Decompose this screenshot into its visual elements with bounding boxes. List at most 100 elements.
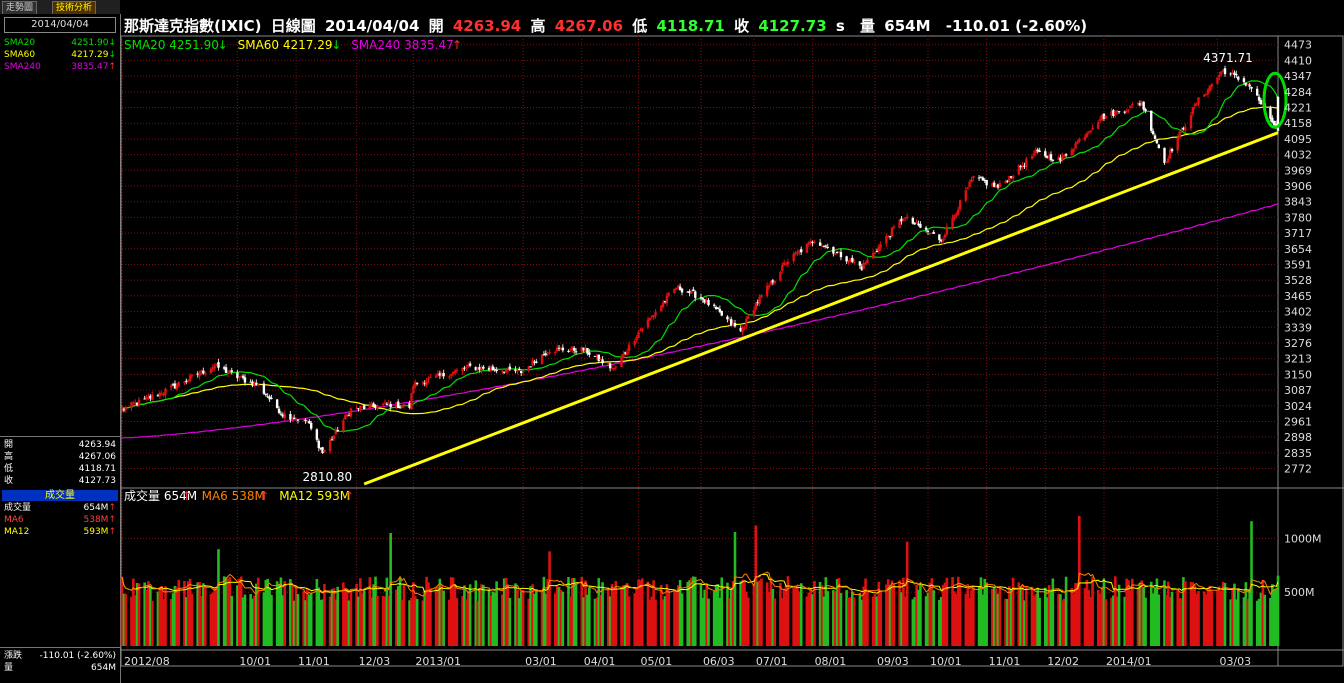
candle-body [614, 366, 618, 368]
sidebar-vol-row: 量 654M [4, 663, 116, 674]
candle-body [930, 232, 933, 234]
tab-realtime-chart[interactable]: 走勢圖 [2, 1, 38, 15]
price-tick-label: 3591 [1284, 258, 1312, 271]
volume-bar [527, 598, 531, 646]
volume-bar [998, 587, 1002, 646]
candle-body [972, 176, 975, 179]
volume-bar [1043, 587, 1047, 646]
volume-bar [410, 597, 413, 646]
volume-bar [149, 586, 152, 646]
volume-ma6-line [121, 571, 1279, 597]
volume-bar [1138, 582, 1142, 646]
candle-body [911, 217, 915, 224]
volume-bar [489, 595, 493, 646]
volume-bar [1153, 587, 1157, 646]
candle-body [900, 218, 903, 222]
price-tick-label: 4473 [1284, 39, 1312, 52]
candle-body [1180, 128, 1183, 131]
volume-bar [1136, 587, 1140, 646]
volume-bar [1235, 599, 1238, 646]
candle-body [998, 183, 1002, 187]
chart-frame [120, 35, 1344, 667]
candle-body [1032, 153, 1036, 156]
candle-body [1150, 110, 1153, 131]
volume-bar [754, 525, 758, 646]
candle-body [871, 252, 875, 259]
volume-bar [905, 541, 909, 646]
candle-body [1019, 165, 1022, 168]
candle-body [1023, 165, 1026, 167]
sidebar-date[interactable]: 2014/04/04 [4, 17, 116, 33]
candle-body [283, 413, 286, 419]
candle-body [190, 374, 194, 376]
volume-bar [743, 580, 746, 646]
divider [0, 647, 120, 648]
volume-bar [546, 579, 549, 646]
candle-body [294, 418, 298, 420]
candle-body [1218, 74, 1221, 77]
volume-bar [190, 593, 194, 646]
volume-bar [183, 580, 186, 646]
sidebar-open-label: 開 [4, 440, 14, 450]
date-tick-label: 08/01 [815, 655, 847, 668]
sidebar-ma12-value: 593M↑ [83, 527, 117, 537]
candle-body [796, 251, 799, 254]
date-tick-label: 12/03 [359, 655, 391, 668]
candle-body [779, 271, 782, 281]
candle-body [279, 413, 283, 415]
candle-body [849, 258, 852, 263]
price-tick-label: 3213 [1284, 353, 1312, 366]
volume-bar [718, 597, 722, 646]
date-tick-label: 2012/08 [124, 655, 170, 668]
candle-body [694, 291, 697, 298]
candle-body [1255, 88, 1259, 96]
volume-bar [707, 598, 710, 646]
candle-body [1144, 109, 1147, 111]
volume-bar [455, 598, 459, 646]
candle-body [597, 354, 600, 362]
candle-body [580, 346, 583, 353]
volume-bar [429, 588, 432, 646]
high-value: 4267.06 [554, 17, 624, 35]
arrow-up-icon: ↑ [108, 62, 116, 72]
volume-bar [1076, 583, 1079, 646]
candle-body [374, 405, 377, 409]
index-name: 那斯達克指數(IXIC) [124, 17, 262, 35]
volume-label: 量 [860, 17, 876, 35]
volume-bar [451, 577, 455, 646]
candle-body [389, 404, 392, 408]
volume-bar [122, 593, 126, 646]
candle-body [904, 217, 907, 219]
candle-body [820, 245, 824, 247]
volume-bar [1117, 584, 1121, 646]
volume-bar [654, 599, 657, 646]
volume-bar [939, 596, 943, 646]
candle-body [137, 399, 141, 406]
volume-bar [572, 578, 576, 646]
candle-body [453, 370, 457, 374]
volume-bar [586, 594, 589, 646]
candle-body [769, 280, 773, 285]
candle-body [1038, 150, 1041, 152]
volume-bar [1045, 597, 1049, 646]
candle-body [1098, 119, 1102, 121]
volume-bar [376, 595, 379, 646]
volume-bar [809, 589, 812, 646]
volume-bar [385, 577, 389, 646]
volume-bar [292, 600, 296, 646]
volume-bar [1110, 597, 1113, 646]
candle-body [660, 305, 663, 312]
volume-bar [468, 584, 472, 646]
candle-body [588, 352, 591, 355]
candle-body [834, 253, 837, 255]
candle-body [506, 367, 510, 371]
volume-bar [442, 590, 445, 646]
volume-bar [196, 582, 199, 646]
candle-body [1074, 143, 1077, 149]
candle-body [1045, 156, 1049, 158]
candle-body [514, 369, 517, 372]
tab-technical-analysis[interactable]: 技術分析 [52, 1, 97, 15]
arrow-up-icon: ↑ [108, 527, 116, 537]
view-tabs: 走勢圖 技術分析 [0, 0, 120, 15]
